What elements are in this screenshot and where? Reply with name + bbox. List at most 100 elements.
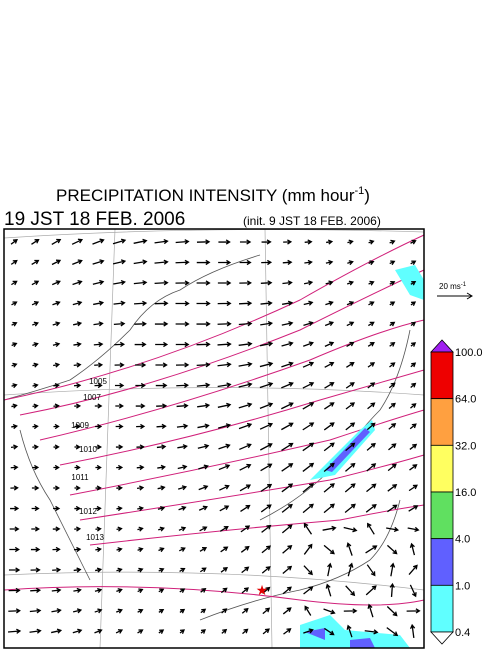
wind-arrow [238, 300, 253, 306]
wind-arrow [324, 341, 335, 347]
wind-arrow [389, 301, 396, 306]
wind-arrow [30, 567, 41, 573]
wind-arrow [95, 505, 102, 512]
wind-arrow [303, 522, 313, 535]
wind-arrow [367, 341, 375, 347]
grid-lines [3, 228, 425, 649]
wind-arrow [157, 464, 166, 470]
wind-arrow [344, 483, 356, 493]
wind-vectors [7, 238, 421, 639]
wind-arrow [198, 505, 208, 511]
wind-arrow [95, 423, 103, 430]
wind-arrow [386, 606, 398, 617]
wind-arrow [133, 259, 148, 265]
wind-arrow [29, 628, 42, 634]
init-time: (init. 9 JST 18 FEB. 2006) [243, 214, 381, 228]
wind-arrow [345, 402, 356, 410]
wind-arrow [8, 567, 21, 573]
wind-arrow [241, 587, 249, 594]
wind-arrow [7, 628, 22, 634]
wind-arrow [136, 423, 146, 430]
wind-arrow [52, 546, 61, 553]
wind-arrow [322, 525, 337, 531]
wind-arrow [116, 505, 123, 512]
wind-arrow [114, 382, 125, 389]
wind-arrow [112, 238, 127, 245]
wind-arrow [217, 300, 232, 307]
isobar [69, 409, 425, 496]
wind-arrow [158, 547, 165, 553]
wind-arrow [95, 567, 103, 573]
wind-arrow [53, 464, 60, 471]
wind-arrow [409, 584, 417, 598]
wind-arrow [52, 300, 61, 306]
wind-arrow [134, 362, 147, 368]
reference-label: 20 ms-1 [439, 282, 467, 291]
colorbar-label: 4.0 [455, 534, 470, 546]
wind-arrow [366, 442, 376, 451]
wind-arrow [74, 423, 81, 430]
wind-arrow [155, 341, 169, 348]
isobar-label: 1013 [86, 533, 104, 542]
wind-arrow [154, 238, 169, 245]
wind-arrow [303, 628, 314, 634]
wind-arrow [281, 483, 294, 493]
wind-arrow [175, 341, 190, 348]
valid-time: 19 JST 18 FEB. 2006 [4, 209, 185, 230]
wind-arrow [154, 280, 169, 286]
wind-arrow [304, 259, 313, 266]
wind-arrow [175, 280, 190, 286]
wind-arrow [238, 341, 253, 347]
wind-arrow [196, 382, 211, 388]
wind-arrow [261, 524, 272, 533]
wind-arrow [389, 342, 396, 347]
wind-arrow [365, 504, 377, 513]
wind-arrow [133, 280, 148, 286]
wind-arrow [155, 382, 168, 389]
wind-arrow [32, 423, 39, 430]
isobar [89, 504, 425, 546]
wind-arrow [196, 239, 211, 245]
wind-arrow [113, 279, 126, 286]
colorbar: 100.0 64.0 32.0 16.0 4.0 1.0 0.4 [430, 339, 483, 645]
wind-arrow [409, 443, 418, 450]
wind-arrow [178, 505, 187, 511]
wind-arrow [116, 588, 123, 594]
wind-arrow [115, 423, 124, 430]
wind-arrow [217, 423, 232, 429]
colorbar-cap [430, 339, 454, 353]
wind-arrow [261, 239, 272, 245]
wind-arrow [281, 341, 294, 347]
title-sup: -1 [355, 185, 365, 197]
wind-arrow [32, 444, 39, 450]
wind-arrow [281, 381, 294, 389]
wind-arrow [387, 463, 397, 472]
wind-arrow [386, 627, 399, 637]
lat-lon-lines [3, 228, 425, 649]
wind-arrow [116, 547, 123, 553]
wind-arrow [364, 629, 379, 635]
wind-arrow [327, 562, 333, 577]
wind-arrow [368, 239, 375, 245]
wind-arrow [112, 259, 127, 265]
precip-area [305, 628, 375, 648]
wind-arrow [325, 259, 334, 266]
wind-arrow [94, 382, 103, 389]
wind-arrow [32, 342, 39, 348]
wind-arrow [73, 382, 82, 389]
wind-arrow [8, 587, 21, 594]
wind-arrow [11, 280, 18, 286]
wind-arrow [323, 442, 335, 452]
wind-arrow [346, 341, 355, 347]
wind-arrow [114, 341, 126, 348]
wind-arrow [31, 238, 40, 245]
wind-arrow [136, 444, 145, 450]
wind-arrow [94, 608, 103, 614]
isobar-label: 1005 [89, 377, 107, 386]
wind-arrow [388, 382, 396, 389]
wind-arrow [238, 321, 253, 327]
wind-arrow [158, 567, 165, 573]
wind-arrow [158, 629, 165, 634]
wind-arrow [51, 238, 62, 245]
wind-arrow [282, 259, 293, 266]
